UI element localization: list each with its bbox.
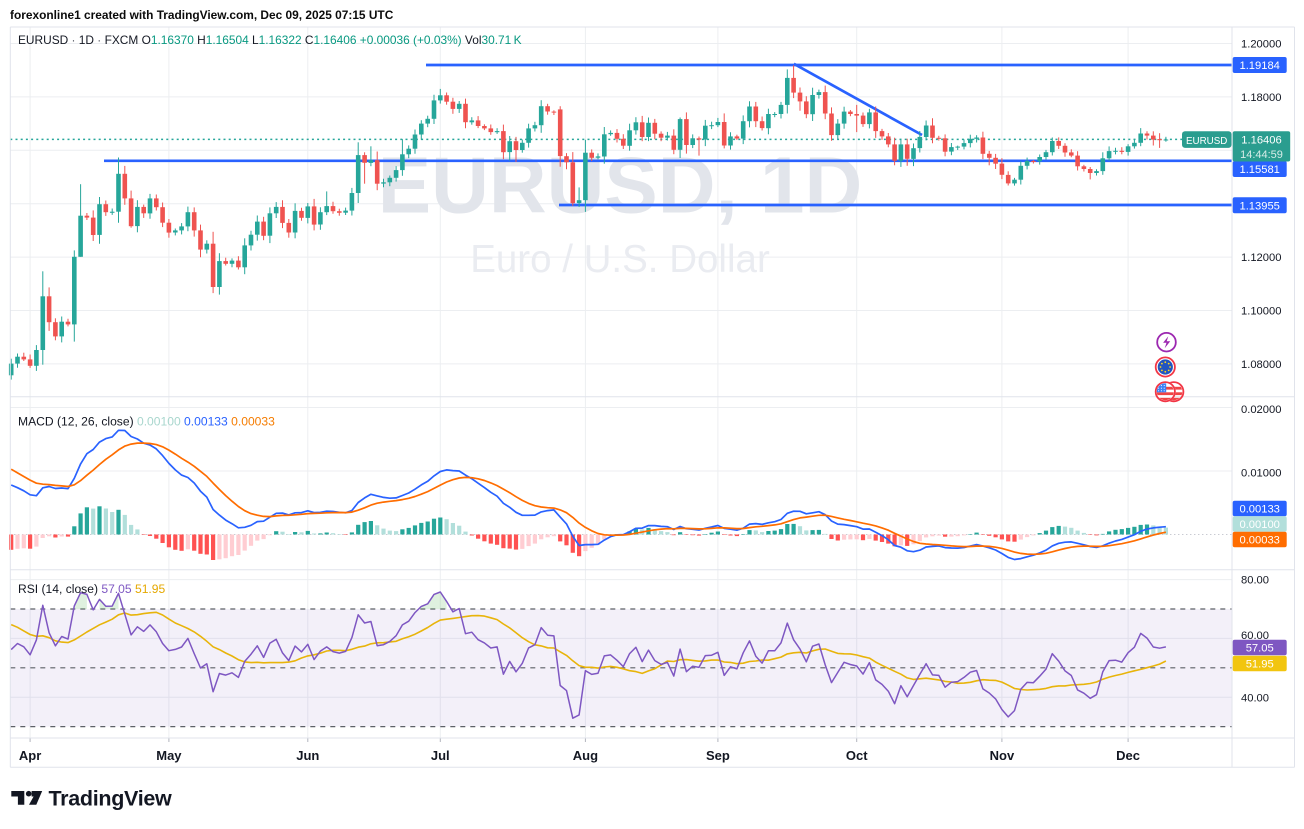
svg-text:40.00: 40.00 [1241, 692, 1269, 704]
svg-text:forexonline1 created with Trad: forexonline1 created with TradingView.co… [10, 8, 394, 22]
svg-text:Dec: Dec [1116, 748, 1140, 763]
svg-text:Sep: Sep [706, 748, 730, 763]
svg-text:TradingView: TradingView [49, 787, 173, 811]
svg-text:Oct: Oct [846, 748, 868, 763]
svg-text:0.00033: 0.00033 [1239, 535, 1279, 547]
svg-text:0.01000: 0.01000 [1241, 467, 1281, 479]
svg-text:May: May [156, 748, 182, 763]
svg-text:1.08000: 1.08000 [1241, 359, 1281, 371]
svg-text:EURUSD: EURUSD [1186, 136, 1227, 147]
svg-text:Jul: Jul [431, 748, 450, 763]
svg-text:EURUSD, 1D: EURUSD, 1D [378, 141, 863, 230]
svg-text:1.13955: 1.13955 [1239, 200, 1279, 212]
svg-text:1.18000: 1.18000 [1241, 92, 1281, 104]
svg-text:1.20000: 1.20000 [1241, 39, 1281, 51]
svg-text:57.05: 57.05 [1246, 643, 1274, 655]
svg-text:RSI (14, close) 57.05 51.95: RSI (14, close) 57.05 51.95 [18, 582, 166, 596]
svg-text:0.00133: 0.00133 [1239, 504, 1279, 516]
svg-text:1.19184: 1.19184 [1239, 60, 1279, 72]
svg-text:MACD (12, 26, close) 0.00100: MACD (12, 26, close) 0.00100 0.00133 0.0… [18, 415, 275, 429]
svg-text:1.12000: 1.12000 [1241, 252, 1281, 264]
svg-text:80.00: 80.00 [1241, 575, 1269, 587]
svg-text:Jun: Jun [296, 748, 319, 763]
svg-text:1.15581: 1.15581 [1239, 164, 1279, 176]
svg-text:Aug: Aug [573, 748, 598, 763]
svg-text:Apr: Apr [19, 748, 41, 763]
svg-text:60.00: 60.00 [1241, 630, 1269, 642]
svg-text:0.02000: 0.02000 [1241, 404, 1281, 416]
svg-text:51.95: 51.95 [1246, 659, 1274, 671]
svg-text:1.16406: 1.16406 [1241, 135, 1281, 147]
svg-text:Nov: Nov [990, 748, 1015, 763]
svg-text:Euro / U.S. Dollar: Euro / U.S. Dollar [470, 238, 770, 281]
svg-text:EURUSD · 1D · FXCM O1.16370: EURUSD · 1D · FXCM O1.16370 H1.16504 L1.… [18, 33, 522, 47]
svg-text:14:44:59: 14:44:59 [1240, 149, 1283, 161]
svg-text:1.10000: 1.10000 [1241, 306, 1281, 318]
svg-text:0.00100: 0.00100 [1239, 519, 1279, 531]
